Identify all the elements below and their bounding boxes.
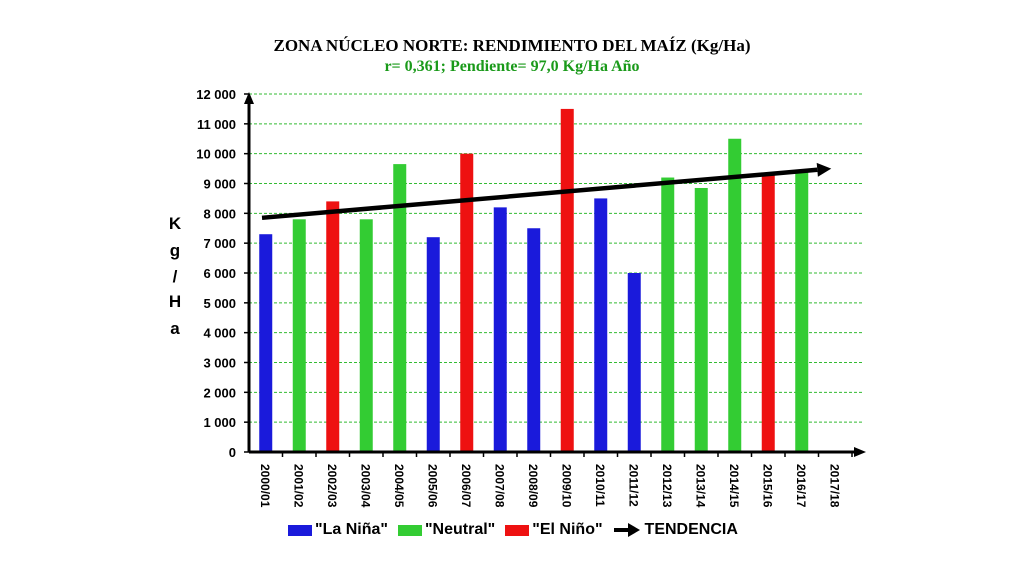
x-tick-label: 2012/13	[660, 464, 674, 508]
bar	[728, 138, 742, 452]
x-tick-label: 2004/05	[392, 464, 406, 508]
y-axis-label-letter: a	[170, 319, 180, 338]
y-tick-label: 5 000	[203, 296, 236, 311]
legend-label: TENDENCIA	[644, 521, 738, 538]
x-tick-label: 2013/14	[693, 464, 707, 508]
y-axis-label-letter: g	[169, 241, 181, 260]
bar	[627, 273, 641, 452]
x-tick-label: 2015/16	[760, 464, 774, 508]
bar	[292, 219, 306, 452]
x-tick-label: 2005/06	[425, 464, 439, 508]
y-axis-label-letter: H	[168, 292, 182, 311]
x-axis-arrow-icon	[854, 447, 866, 457]
arrow-right-icon	[613, 523, 640, 537]
y-tick-label: 9 000	[203, 177, 236, 192]
bar	[493, 207, 507, 452]
x-tick-label: 2006/07	[459, 464, 473, 508]
x-tick-label: 2010/11	[593, 464, 607, 507]
x-tick-label: 2003/04	[358, 464, 372, 508]
trend-line	[261, 167, 818, 221]
legend-label: "El Niño"	[532, 521, 603, 538]
y-tick-label: 4 000	[203, 326, 236, 341]
bar	[795, 170, 809, 452]
legend-item-el-nino: "El Niño"	[505, 521, 603, 539]
legend-swatch-neutral	[397, 524, 422, 536]
x-tick-label: 2017/18	[827, 464, 841, 508]
bar	[560, 108, 574, 453]
y-tick-label: 10 000	[196, 147, 236, 162]
x-tick-label: 2014/15	[727, 464, 741, 508]
legend-label: "Neutral"	[424, 521, 496, 538]
legend-item-la-nina: "La Niña"	[288, 521, 388, 539]
x-tick-label: 2011/12	[626, 464, 640, 507]
y-tick-label: 11 000	[197, 117, 236, 132]
legend: "La Niña" "Neutral" "El Niño" TENDENCIA	[288, 519, 748, 541]
x-tick-label: 2002/03	[325, 464, 339, 508]
chart-title: ZONA NÚCLEO NORTE: RENDIMIENTO DEL MAÍZ …	[273, 36, 751, 55]
x-tick-label: 2000/01	[258, 464, 272, 508]
legend-swatch-el-nino	[505, 524, 530, 536]
x-tick-label: 2007/08	[492, 464, 506, 508]
y-tick-label: 1 000	[203, 415, 236, 430]
bar	[326, 201, 340, 452]
bar	[761, 174, 775, 453]
legend-swatch-la-nina	[288, 524, 312, 536]
y-tick-label: 6 000	[203, 266, 236, 281]
chart-subtitle: r= 0,361; Pendiente= 97,0 Kg/Ha Año	[384, 58, 640, 75]
bar	[259, 234, 273, 452]
y-tick-label: 12 000	[196, 87, 236, 102]
y-tick-label: 2 000	[203, 385, 236, 400]
bar	[359, 219, 373, 452]
bar	[694, 187, 708, 452]
legend-item-neutral: "Neutral"	[397, 521, 496, 539]
x-tick-label: 2009/10	[559, 464, 573, 508]
bar	[527, 228, 541, 452]
bar	[460, 153, 474, 452]
trend-arrow-icon	[816, 162, 832, 177]
y-tick-label: 3 000	[203, 356, 236, 371]
y-tick-label: 0	[229, 445, 236, 460]
y-axis-label-letter: K	[168, 214, 182, 233]
x-tick-label: 2001/02	[291, 464, 305, 508]
y-axis-arrow-icon	[244, 92, 254, 104]
bar	[661, 177, 675, 453]
y-axis-label-letter: /	[172, 267, 178, 286]
y-tick-label: 7 000	[203, 236, 236, 251]
bar	[594, 198, 608, 452]
bar	[393, 164, 407, 452]
x-tick-label: 2008/09	[526, 464, 540, 508]
legend-item-trend: TENDENCIA	[613, 521, 738, 539]
bar	[426, 237, 440, 452]
legend-label: "La Niña"	[315, 521, 388, 538]
y-tick-label: 8 000	[203, 206, 236, 221]
x-tick-label: 2016/17	[794, 464, 808, 508]
